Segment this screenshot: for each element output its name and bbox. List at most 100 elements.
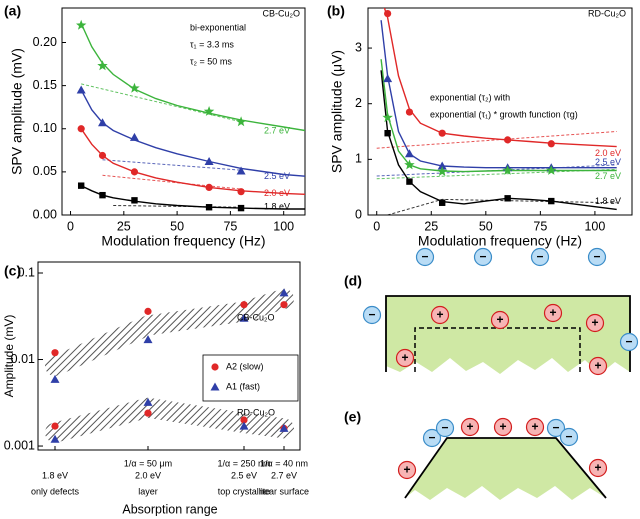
data-point	[280, 301, 288, 309]
x-tick-label: 25	[424, 219, 438, 233]
component-curve	[102, 174, 242, 190]
data-point	[404, 149, 414, 158]
y-tick-label: 0.15	[33, 78, 57, 92]
legend-label: A2 (slow)	[226, 361, 264, 371]
hole	[525, 417, 545, 437]
fit-curve	[80, 128, 305, 195]
x-tick-label: 0	[373, 219, 380, 233]
data-point	[237, 188, 245, 196]
panel-label: (a)	[4, 3, 21, 19]
x-tick-label: top crystallite	[218, 486, 271, 496]
x-tick-label: 100	[273, 219, 294, 233]
data-point	[205, 183, 213, 191]
data-point	[77, 182, 85, 189]
data-point	[502, 165, 513, 175]
data-point	[437, 161, 447, 170]
data-point	[239, 421, 249, 430]
charge-sign: +	[594, 359, 601, 373]
charge-sign: −	[428, 431, 435, 445]
data-point	[504, 136, 512, 144]
data-point	[438, 129, 446, 137]
charge-sign: −	[479, 250, 486, 264]
hatched-band	[45, 288, 294, 376]
data-point	[548, 197, 555, 205]
legend-marker	[210, 382, 220, 391]
electron	[559, 427, 579, 447]
data-point	[51, 422, 59, 430]
electron	[362, 305, 382, 325]
data-point	[384, 130, 391, 137]
x-tick-label: 50	[479, 219, 493, 233]
data-point	[51, 349, 59, 357]
depth-label: 1/α = 40 nm	[260, 458, 308, 468]
data-point	[438, 199, 446, 206]
x-tick-label: 75	[533, 219, 547, 233]
y-axis-label: Amplitude (mV)	[2, 315, 16, 398]
data-point	[204, 157, 214, 166]
charge-sign: +	[496, 313, 503, 327]
hole	[490, 310, 510, 330]
data-point	[240, 416, 248, 424]
x-tick-label: 100	[584, 219, 605, 233]
charge-sign: −	[421, 250, 428, 264]
x-tick-label: only defects	[31, 486, 80, 496]
data-point	[384, 9, 392, 18]
electron	[415, 247, 435, 267]
y-tick-label: 3	[355, 40, 362, 54]
x-axis-label: Modulation frequency (Hz)	[418, 233, 582, 249]
series-label: 2.0 eV	[264, 188, 290, 198]
data-point	[235, 116, 247, 127]
charge-sign: +	[594, 461, 601, 475]
charge-sign: +	[401, 351, 408, 365]
plot-frame	[367, 7, 633, 216]
hole	[430, 305, 450, 325]
charge-sign: +	[466, 420, 473, 434]
series-label: 2.7 eV	[595, 171, 621, 181]
charge-sign: +	[531, 420, 538, 434]
y-tick-label: 0.001	[4, 438, 35, 452]
electron	[546, 418, 566, 438]
data-point	[406, 178, 413, 185]
plot-frame	[37, 261, 301, 451]
x-tick-label: 50	[170, 219, 184, 233]
group-label: CB-Cu₂O	[237, 312, 275, 322]
plot-area	[80, 23, 305, 210]
annotation: τ₂ = 50 ms	[190, 56, 232, 66]
electron	[473, 247, 493, 267]
depth-label: 1/α = 50 μm	[124, 458, 172, 468]
charge-sign: +	[403, 463, 410, 477]
series-label: 2.5 eV	[264, 171, 290, 181]
energy-label: 2.0 eV	[135, 470, 161, 480]
charge-sign: +	[591, 316, 598, 330]
hatched-band	[45, 397, 294, 443]
hole	[585, 313, 605, 333]
energy-label: 1.8 eV	[42, 470, 68, 480]
plot-frame	[61, 7, 306, 216]
hole	[493, 417, 513, 437]
data-point	[382, 112, 393, 123]
y-tick-label: 0.01	[11, 352, 35, 366]
annotation: τ₁ = 3.3 ms	[190, 39, 234, 49]
data-point	[405, 108, 414, 116]
charge-sign: +	[436, 308, 443, 322]
x-tick-label: 25	[117, 219, 131, 233]
data-point	[99, 191, 106, 199]
x-tick-label: 75	[223, 219, 237, 233]
annotation: bi-exponential	[190, 22, 246, 32]
data-point	[239, 313, 249, 322]
hole	[395, 348, 415, 368]
series-label: 1.8 eV	[595, 196, 621, 206]
data-point	[76, 85, 86, 94]
annotation: exponential (τ₂) with	[430, 92, 510, 102]
data-point	[237, 204, 245, 212]
y-axis-label: SPV amplitude (μV)	[329, 50, 345, 173]
depth-label: 1/α = 250 nm	[218, 458, 271, 468]
data-point	[50, 374, 60, 383]
y-tick-label: 1	[355, 152, 362, 166]
y-tick-label: 0	[355, 207, 362, 221]
data-point	[546, 165, 557, 175]
charge-sign: +	[549, 306, 556, 320]
charge-sign: −	[625, 335, 632, 349]
y-tick-label: 0.05	[33, 164, 57, 178]
